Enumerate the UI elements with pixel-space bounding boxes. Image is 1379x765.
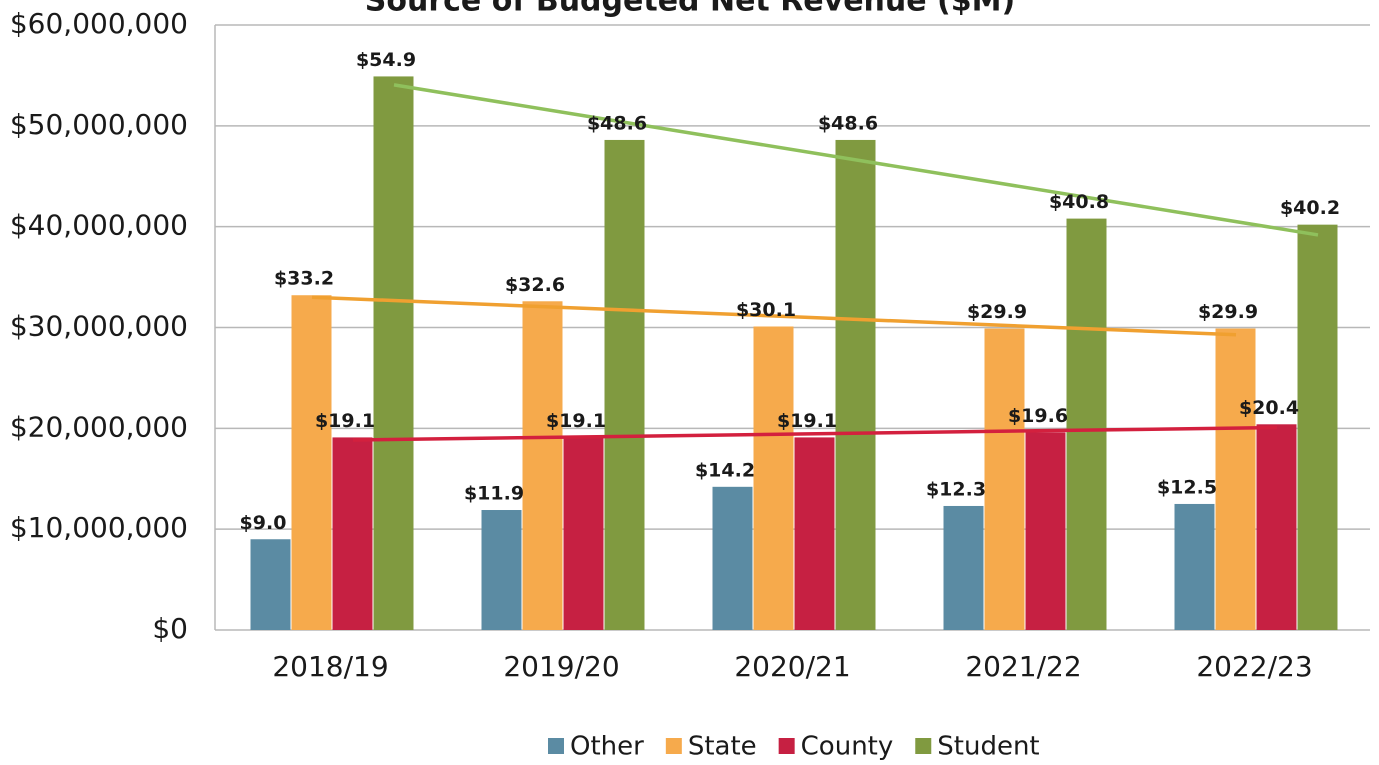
y-tick-label: $50,000,000 [10,108,188,141]
y-tick-label: $10,000,000 [10,511,188,544]
y-tick-label: $40,000,000 [10,209,188,242]
value-label: $29.9 [1198,301,1258,323]
value-label: $9.0 [240,512,287,534]
value-label: $48.6 [587,112,647,134]
value-label: $14.2 [695,459,755,481]
value-label: $54.9 [356,49,416,71]
bar [563,437,604,630]
bar [250,539,291,630]
y-tick-label: $30,000,000 [10,310,188,343]
value-label: $12.5 [1157,476,1217,498]
value-label: $12.3 [926,478,986,500]
legend-swatch [915,738,932,754]
legend-swatch [548,738,564,754]
bar [332,437,373,630]
x-tick-label: 2022/23 [1196,650,1312,683]
bar [1025,432,1066,630]
bar [373,76,414,631]
bar [753,326,794,630]
value-label: $48.6 [818,112,878,134]
value-label: $19.1 [777,410,837,432]
bar [604,139,645,630]
bar [1066,218,1107,630]
bar [1256,424,1297,630]
legend-label: County [801,732,894,762]
value-label: $19.6 [1008,405,1068,427]
legend-swatch [778,738,795,754]
value-label: $33.2 [274,268,334,290]
value-label: $11.9 [464,483,524,505]
legend-label: State [688,732,757,762]
bar [794,437,835,630]
value-label: $32.6 [505,274,565,296]
y-tick-label: $0 [152,612,188,645]
bar [481,510,522,630]
value-label: $40.8 [1049,191,1109,213]
bar [712,486,753,630]
legend-swatch [665,738,682,754]
x-tick-label: 2020/21 [734,650,850,683]
legend-label: Other [570,732,644,762]
y-tick-label: $60,000,000 [10,7,188,40]
value-label: $19.1 [546,410,606,432]
bar [984,328,1025,630]
chart-title: Source of Budgeted Net Revenue ($M) [365,0,1015,19]
value-label: $40.2 [1280,197,1340,219]
value-label: $29.9 [967,301,1027,323]
bar [522,301,563,630]
value-label: $30.1 [736,299,796,321]
bar [1215,328,1256,630]
bar [1297,224,1338,630]
value-label: $20.4 [1239,397,1299,419]
trendline [393,83,1319,237]
trendline [352,425,1278,442]
y-tick-label: $20,000,000 [10,410,188,443]
x-tick-label: 2018/19 [272,650,388,683]
x-tick-label: 2021/22 [965,650,1081,683]
legend-label: Student [937,732,1039,762]
bar [1174,503,1215,630]
bar [835,139,876,630]
trendline [311,295,1237,337]
x-tick-label: 2019/20 [503,650,619,683]
bar [291,295,332,630]
value-label: $19.1 [315,410,375,432]
bar [943,505,984,630]
